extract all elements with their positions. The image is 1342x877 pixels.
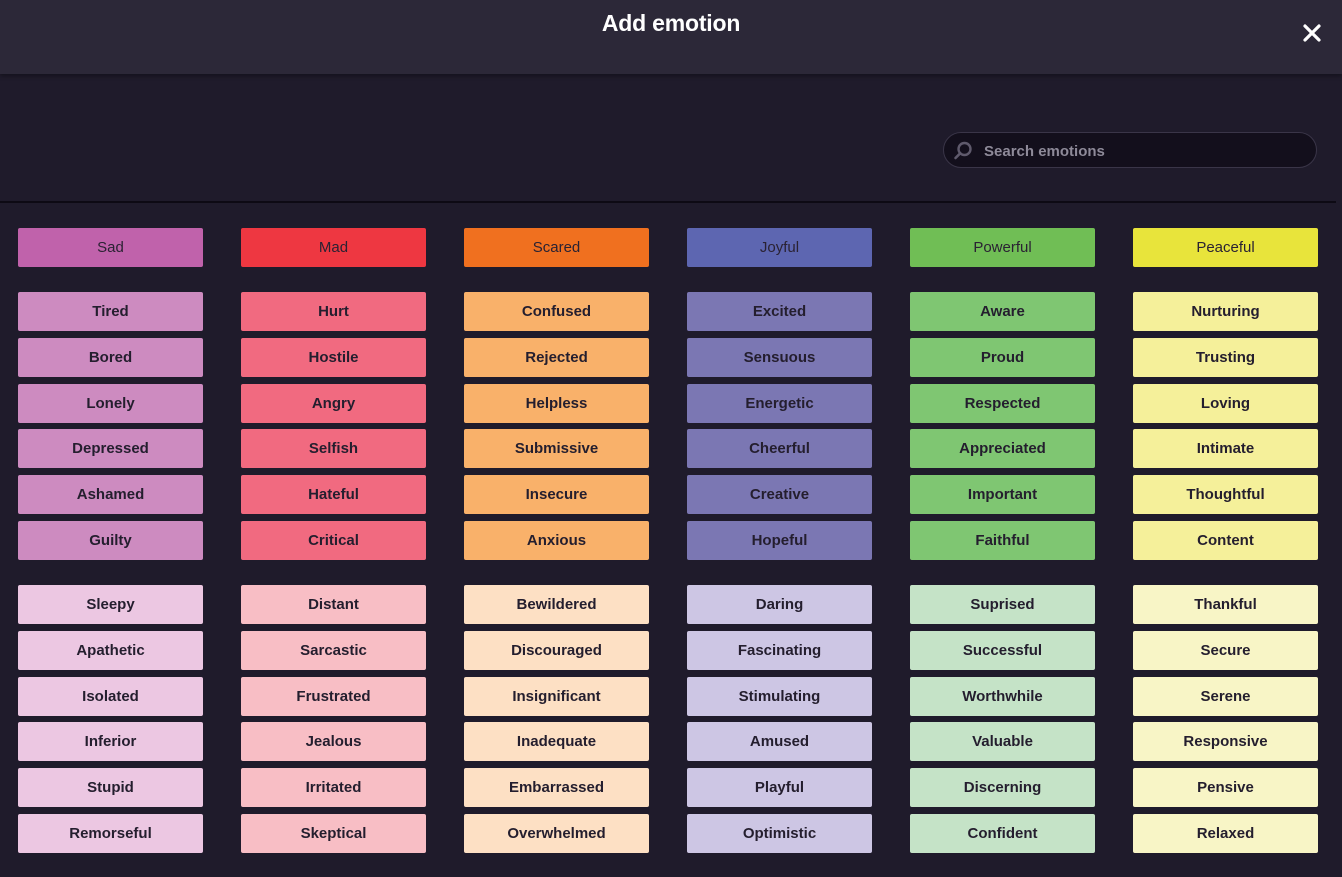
close-button[interactable] [1297, 18, 1327, 48]
emotion-button[interactable]: Worthwhile [910, 677, 1095, 716]
emotion-button[interactable]: Thankful [1133, 585, 1318, 624]
emotion-button[interactable]: Anxious [464, 521, 649, 560]
emotion-button[interactable]: Serene [1133, 677, 1318, 716]
emotion-button[interactable]: Tired [18, 292, 203, 331]
emotion-button[interactable]: Loving [1133, 384, 1318, 423]
emotion-button[interactable]: Sarcastic [241, 631, 426, 670]
emotion-button[interactable]: Hateful [241, 475, 426, 514]
divider [0, 201, 1336, 203]
emotion-button[interactable]: Intimate [1133, 429, 1318, 468]
emotion-button[interactable]: Aware [910, 292, 1095, 331]
emotion-button[interactable]: Nurturing [1133, 292, 1318, 331]
emotion-button[interactable]: Hurt [241, 292, 426, 331]
emotion-button[interactable]: Respected [910, 384, 1095, 423]
emotion-button[interactable]: Amused [687, 722, 872, 761]
emotion-button[interactable]: Hopeful [687, 521, 872, 560]
emotion-button[interactable]: Distant [241, 585, 426, 624]
emotion-button[interactable]: Stupid [18, 768, 203, 807]
emotion-button[interactable]: Discouraged [464, 631, 649, 670]
search-box [943, 132, 1317, 169]
emotion-button[interactable]: Angry [241, 384, 426, 423]
emotion-button[interactable]: Suprised [910, 585, 1095, 624]
emotion-button[interactable]: Insecure [464, 475, 649, 514]
emotion-button[interactable]: Excited [687, 292, 872, 331]
emotion-button[interactable]: Playful [687, 768, 872, 807]
emotion-button[interactable]: Confused [464, 292, 649, 331]
emotion-button[interactable]: Thoughtful [1133, 475, 1318, 514]
emotion-button[interactable]: Helpless [464, 384, 649, 423]
emotion-button[interactable]: Critical [241, 521, 426, 560]
emotion-button[interactable]: Successful [910, 631, 1095, 670]
emotion-button[interactable]: Pensive [1133, 768, 1318, 807]
emotion-button[interactable]: Skeptical [241, 814, 426, 853]
emotion-button[interactable]: Stimulating [687, 677, 872, 716]
emotion-category-button[interactable]: Joyful [687, 228, 872, 267]
emotion-button[interactable]: Valuable [910, 722, 1095, 761]
emotion-button[interactable]: Daring [687, 585, 872, 624]
emotion-button[interactable]: Rejected [464, 338, 649, 377]
emotion-button[interactable]: Trusting [1133, 338, 1318, 377]
emotion-button[interactable]: Isolated [18, 677, 203, 716]
emotion-button[interactable]: Appreciated [910, 429, 1095, 468]
dialog-title: Add emotion [601, 10, 741, 36]
emotion-button[interactable]: Faithful [910, 521, 1095, 560]
emotion-button[interactable]: Selfish [241, 429, 426, 468]
emotion-button[interactable]: Jealous [241, 722, 426, 761]
emotion-button[interactable]: Important [910, 475, 1095, 514]
emotion-button[interactable]: Sleepy [18, 585, 203, 624]
emotion-category-button[interactable]: Peaceful [1133, 228, 1318, 267]
emotion-button[interactable]: Creative [687, 475, 872, 514]
emotion-button[interactable]: Frustrated [241, 677, 426, 716]
emotion-button[interactable]: Bewildered [464, 585, 649, 624]
emotion-button[interactable]: Embarrassed [464, 768, 649, 807]
emotion-button[interactable]: Lonely [18, 384, 203, 423]
emotion-button[interactable]: Inferior [18, 722, 203, 761]
emotion-category-button[interactable]: Mad [241, 228, 426, 267]
emotion-button[interactable]: Guilty [18, 521, 203, 560]
emotion-category-button[interactable]: Sad [18, 228, 203, 267]
emotion-button[interactable]: Depressed [18, 429, 203, 468]
emotion-button[interactable]: Optimistic [687, 814, 872, 853]
emotion-button[interactable]: Bored [18, 338, 203, 377]
close-icon [1303, 24, 1321, 42]
emotion-button[interactable]: Cheerful [687, 429, 872, 468]
emotion-category-button[interactable]: Powerful [910, 228, 1095, 267]
emotion-button[interactable]: Irritated [241, 768, 426, 807]
emotion-button[interactable]: Discerning [910, 768, 1095, 807]
emotion-button[interactable]: Confident [910, 814, 1095, 853]
emotion-button[interactable]: Remorseful [18, 814, 203, 853]
emotion-button[interactable]: Fascinating [687, 631, 872, 670]
emotion-button[interactable]: Overwhelmed [464, 814, 649, 853]
search-input[interactable] [982, 133, 1306, 169]
search-icon [952, 140, 974, 162]
emotion-button[interactable]: Apathetic [18, 631, 203, 670]
emotion-button[interactable]: Sensuous [687, 338, 872, 377]
emotion-button[interactable]: Inadequate [464, 722, 649, 761]
emotion-button[interactable]: Secure [1133, 631, 1318, 670]
emotion-button[interactable]: Relaxed [1133, 814, 1318, 853]
emotion-button[interactable]: Ashamed [18, 475, 203, 514]
emotion-button[interactable]: Energetic [687, 384, 872, 423]
emotion-button[interactable]: Proud [910, 338, 1095, 377]
emotion-button[interactable]: Hostile [241, 338, 426, 377]
emotion-button[interactable]: Content [1133, 521, 1318, 560]
emotion-button[interactable]: Insignificant [464, 677, 649, 716]
emotion-button[interactable]: Submissive [464, 429, 649, 468]
emotion-category-button[interactable]: Scared [464, 228, 649, 267]
emotion-button[interactable]: Responsive [1133, 722, 1318, 761]
dialog-header: Add emotion [0, 0, 1342, 74]
